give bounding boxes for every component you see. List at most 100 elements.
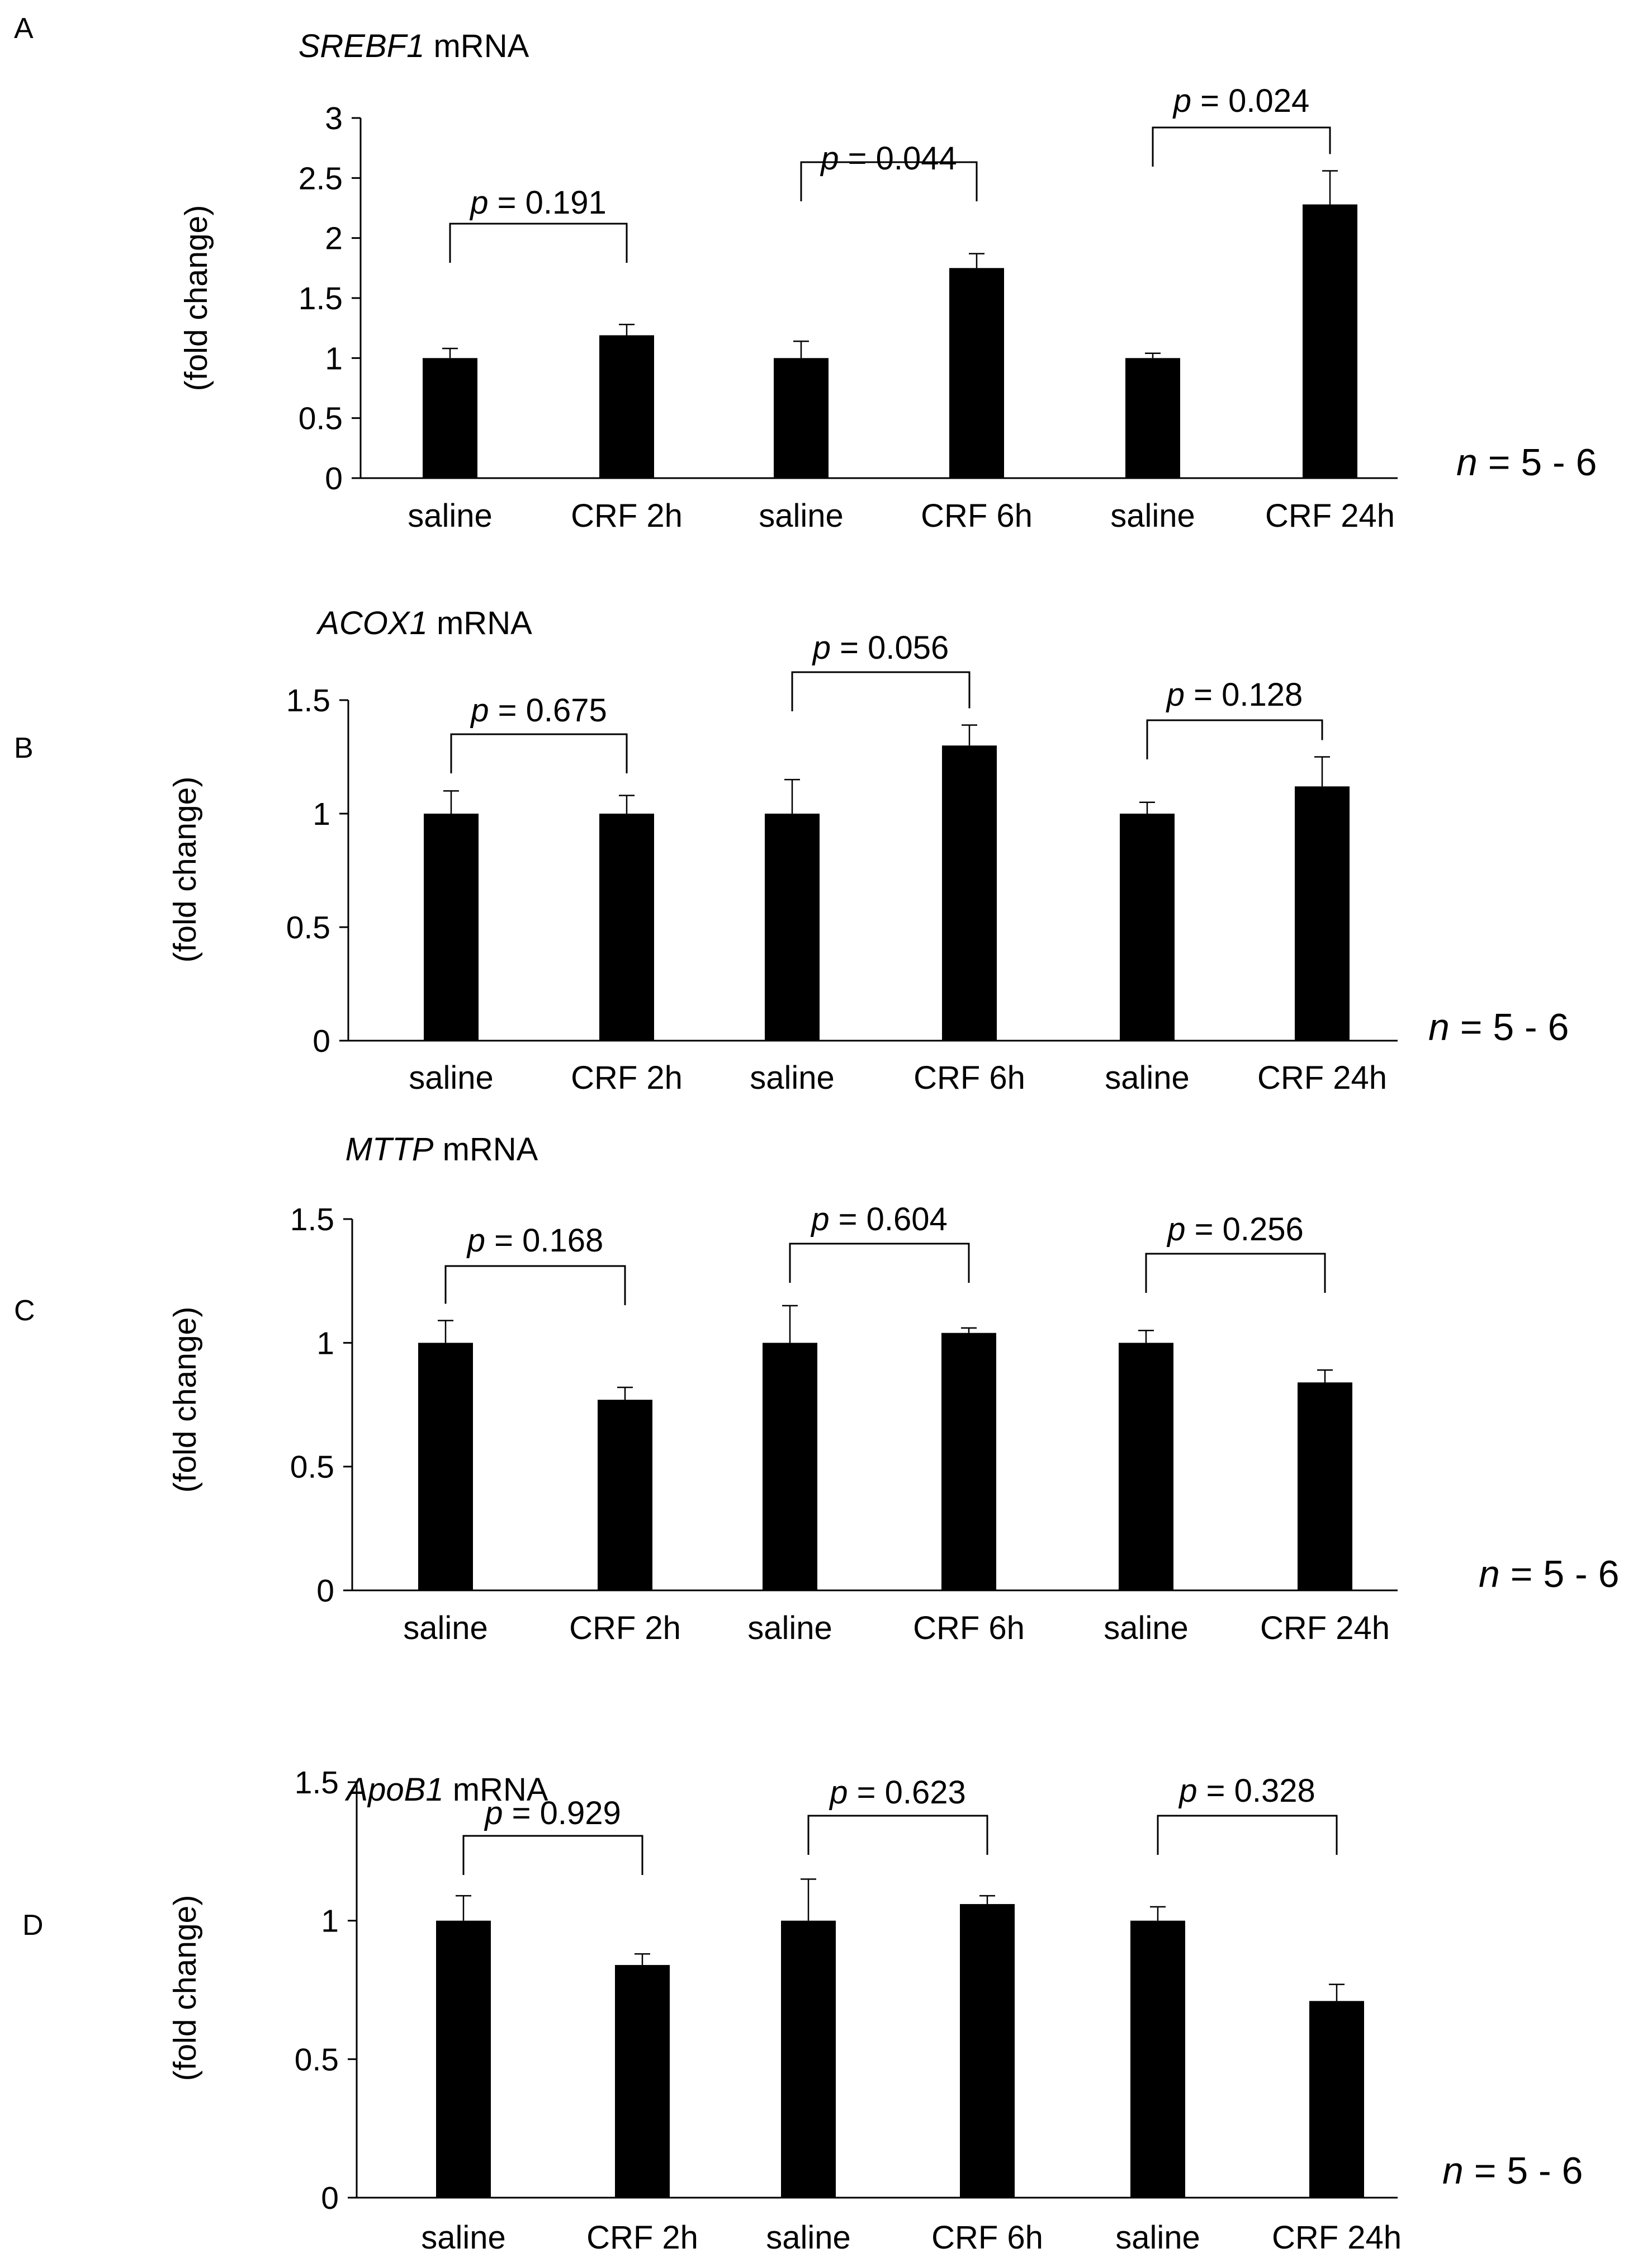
bar xyxy=(599,335,654,478)
y-tick-label: 1.5 xyxy=(295,1765,339,1801)
bar xyxy=(615,1964,670,2198)
y-axis-label: (fold change) xyxy=(167,1895,203,2081)
significance-bracket xyxy=(462,1835,643,1875)
title-gene: MTTP xyxy=(345,1131,434,1168)
significance-bracket xyxy=(800,161,978,201)
chart-title: SREBF1 mRNA xyxy=(299,28,529,64)
y-tick-label: 0 xyxy=(325,461,343,497)
title-suffix: mRNA xyxy=(444,1772,548,1808)
x-category-label: CRF 6h xyxy=(913,1610,1025,1646)
chart-title: ACOX1 mRNA xyxy=(316,605,532,641)
p-value-label: p = 0.044 xyxy=(820,140,957,177)
p-value-label: p = 0.929 xyxy=(484,1795,621,1831)
bar xyxy=(436,1920,491,2198)
x-category-label: saline xyxy=(750,1060,835,1096)
significance-bracket xyxy=(1145,1253,1326,1293)
sample-size-label: n = 5 - 6 xyxy=(1479,1553,1619,1595)
bar xyxy=(1309,2001,1364,2198)
significance-bracket xyxy=(1146,719,1323,759)
x-category-label: saline xyxy=(1105,1060,1190,1096)
bar xyxy=(960,1904,1015,2198)
x-category-label: saline xyxy=(421,2219,506,2256)
p-value-label: p = 0.328 xyxy=(1178,1773,1315,1809)
bar xyxy=(1120,814,1175,1041)
title-suffix: mRNA xyxy=(433,1131,538,1168)
x-category-label: CRF 6h xyxy=(913,1060,1025,1096)
y-tick-label: 0.5 xyxy=(295,2042,339,2077)
panel-letter: B xyxy=(14,732,34,764)
y-tick-label: 0 xyxy=(316,1573,334,1609)
panel-letter: C xyxy=(14,1295,35,1327)
bar xyxy=(423,358,477,478)
x-category-label: saline xyxy=(1115,2219,1200,2256)
panel-a: A SREBF1 mRNA 0 0.5 1 1.5 2 2.5 3 (fold change) sa… xyxy=(14,12,1597,534)
p-value-label: p = 0.168 xyxy=(466,1222,604,1259)
y-tick-label: 1.5 xyxy=(290,1202,334,1238)
x-category-label: saline xyxy=(1110,498,1195,534)
bar xyxy=(774,358,829,478)
bar xyxy=(598,1400,652,1590)
bar xyxy=(1125,358,1180,478)
x-category-label: CRF 2h xyxy=(586,2219,698,2256)
bar xyxy=(599,814,654,1041)
x-category-label: CRF 24h xyxy=(1272,2219,1402,2256)
bar xyxy=(1303,204,1357,478)
panel-d: D ApoB1 mRNA 0 0.5 1 1.5 (fold change) saline CR… xyxy=(22,1765,1583,2256)
significance-bracket xyxy=(807,1815,988,1855)
significance-bracket xyxy=(449,223,628,263)
bar xyxy=(765,814,820,1041)
panel-c: C MTTP mRNA 0 0.5 1 1.5 (fold change) saline CRF… xyxy=(14,1131,1619,1646)
x-category-label: saline xyxy=(747,1610,832,1646)
p-value-label: p = 0.191 xyxy=(469,185,607,221)
bar xyxy=(781,1920,836,2198)
x-category-label: CRF 6h xyxy=(921,498,1033,534)
p-value-label: p = 0.256 xyxy=(1166,1211,1304,1248)
title-suffix: mRNA xyxy=(428,605,532,641)
y-tick-label: 1 xyxy=(321,1904,339,1939)
significance-bracket xyxy=(1152,126,1331,167)
chart-title: ApoB1 mRNA xyxy=(344,1772,548,1808)
y-tick-label: 0 xyxy=(321,2180,339,2216)
significance-bracket xyxy=(450,733,628,773)
y-tick-label: 2 xyxy=(325,221,343,257)
significance-bracket xyxy=(1157,1815,1338,1855)
p-value-label: p = 0.024 xyxy=(1172,83,1310,119)
bar xyxy=(763,1343,817,1590)
y-axis-label: (fold change) xyxy=(167,1307,203,1493)
x-category-label: saline xyxy=(408,498,493,534)
p-value-label: p = 0.675 xyxy=(470,692,607,729)
x-category-label: CRF 24h xyxy=(1260,1610,1390,1646)
y-axis-label: (fold change) xyxy=(167,777,203,963)
y-tick-label: 1 xyxy=(316,1325,334,1361)
y-tick-label: 3 xyxy=(325,101,343,136)
panel-b: B ACOX1 mRNA 0 0.5 1 1.5 (fold change) saline CR… xyxy=(14,605,1569,1096)
x-category-label: saline xyxy=(409,1060,494,1096)
x-category-label: CRF 24h xyxy=(1265,498,1395,534)
panel-letter: D xyxy=(22,1909,44,1942)
y-tick-label: 0.5 xyxy=(286,910,330,946)
title-gene: ACOX1 xyxy=(316,605,428,641)
sample-size-label: n = 5 - 6 xyxy=(1456,441,1597,484)
y-tick-label: 1 xyxy=(325,341,343,376)
x-category-label: CRF 6h xyxy=(931,2219,1043,2256)
x-category-label: saline xyxy=(403,1610,488,1646)
x-category-label: saline xyxy=(1104,1610,1189,1646)
y-tick-label: 1.5 xyxy=(299,281,343,317)
bar xyxy=(418,1343,473,1590)
panel-letter: A xyxy=(14,12,34,45)
bar xyxy=(1119,1343,1173,1590)
y-tick-label: 2.5 xyxy=(299,160,343,196)
sample-size-label: n = 5 - 6 xyxy=(1442,2150,1583,2192)
x-category-label: CRF 24h xyxy=(1257,1060,1387,1096)
y-tick-label: 0.5 xyxy=(299,401,343,437)
bar xyxy=(941,1333,996,1590)
p-value-label: p = 0.604 xyxy=(810,1201,948,1238)
significance-bracket xyxy=(791,671,971,711)
sample-size-label: n = 5 - 6 xyxy=(1428,1006,1569,1049)
bar xyxy=(1298,1382,1352,1590)
x-category-label: saline xyxy=(759,498,844,534)
p-value-label: p = 0.128 xyxy=(1166,677,1303,713)
y-tick-label: 1 xyxy=(313,796,330,832)
x-category-label: CRF 2h xyxy=(569,1610,681,1646)
